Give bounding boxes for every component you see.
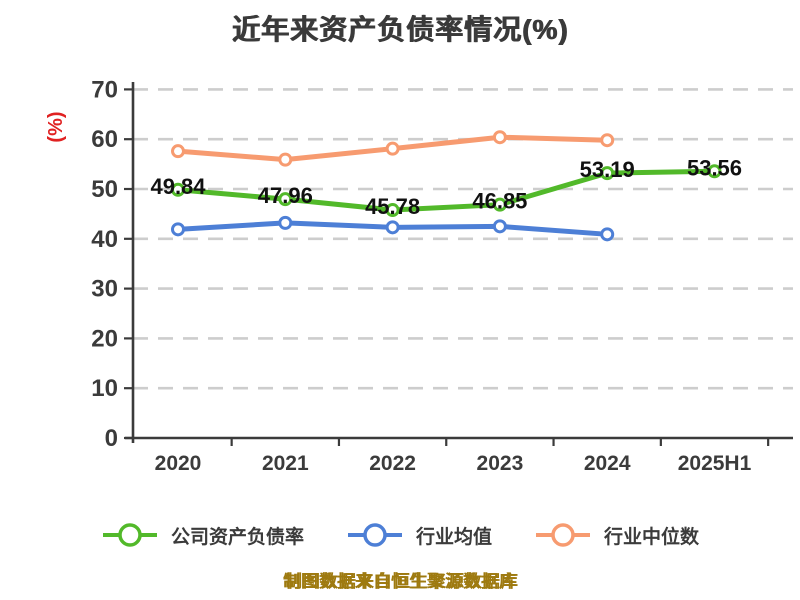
data-point-行业均值-2023 [492, 219, 507, 234]
data-point-行业中位数-2024 [600, 133, 615, 148]
legend-item-industry-mean: 行业均值 [346, 521, 492, 549]
data-label-2022: 45.78 [365, 194, 420, 219]
x-tick-label-2020: 2020 [155, 452, 202, 475]
x-tick-label-2022: 2022 [369, 452, 416, 475]
data-point-行业中位数-2020 [171, 144, 185, 159]
data-label-2024: 53.19 [580, 157, 635, 182]
data-point-公司资产负债率-2025H1 [707, 164, 722, 179]
y-tick-label-0: 0 [105, 425, 118, 452]
y-tick-label-60: 60 [91, 126, 118, 153]
legend-label-industry-mean: 行业均值 [415, 526, 492, 548]
x-tick-label-2021: 2021 [262, 452, 309, 475]
data-label-2020: 49.84 [150, 174, 206, 199]
legend-item-company: 公司资产负债率 [101, 521, 304, 549]
data-point-行业中位数-2023 [492, 130, 507, 145]
legend-item-industry-median: 行业中位数 [534, 521, 699, 549]
data-point-行业中位数-2021 [278, 152, 293, 167]
y-tick-label-20: 20 [91, 325, 118, 352]
data-point-公司资产负债率-2021 [278, 192, 293, 207]
x-tick-label-2023: 2023 [477, 452, 524, 475]
data-label-2021: 47.96 [258, 183, 313, 208]
data-point-公司资产负债率-2022 [385, 203, 400, 218]
data-point-公司资产负债率-2023 [492, 197, 507, 212]
series-line-公司资产负债率 [175, 168, 717, 213]
y-tick-label-70: 70 [91, 76, 118, 103]
data-label-2025H1: 53.56 [687, 155, 742, 180]
y-axis-unit-label: (%) [45, 111, 67, 142]
x-tick-label-2025H1: 2025H1 [678, 452, 752, 475]
data-point-行业均值-2020 [171, 222, 185, 237]
chart-title: 近年来资产负债率情况(%) [231, 14, 569, 45]
y-tick-label-40: 40 [91, 226, 118, 253]
data-label-2023: 46.85 [472, 189, 527, 214]
data-point-行业中位数-2022 [385, 141, 400, 156]
chart-legend: 公司资产负债率 行业均值 行业中位数 [0, 514, 800, 556]
data-point-行业均值-2021 [278, 215, 293, 230]
legend-marker-industry-median-icon [536, 523, 590, 547]
y-tick-label-30: 30 [91, 276, 118, 303]
data-source-note: 制图数据来自恒生聚源数据库 [283, 572, 517, 591]
y-tick-label-10: 10 [91, 375, 118, 402]
y-tick-label-50: 50 [91, 176, 118, 203]
data-point-公司资产负债率-2020 [171, 182, 185, 197]
legend-label-company: 公司资产负债率 [170, 526, 304, 548]
legend-marker-industry-mean-icon [347, 523, 402, 547]
legend-label-industry-median: 行业中位数 [604, 526, 700, 548]
x-tick-label-2024: 2024 [584, 452, 631, 475]
data-point-公司资产负债率-2024 [600, 166, 615, 181]
chart-canvas: 0 10 20 30 40 50 60 70 2020 2021 2022 2023 2024 2025H… [45, 76, 793, 475]
data-point-行业均值-2022 [385, 220, 400, 235]
data-point-行业均值-2024 [600, 227, 615, 242]
legend-marker-company-icon [102, 523, 157, 547]
